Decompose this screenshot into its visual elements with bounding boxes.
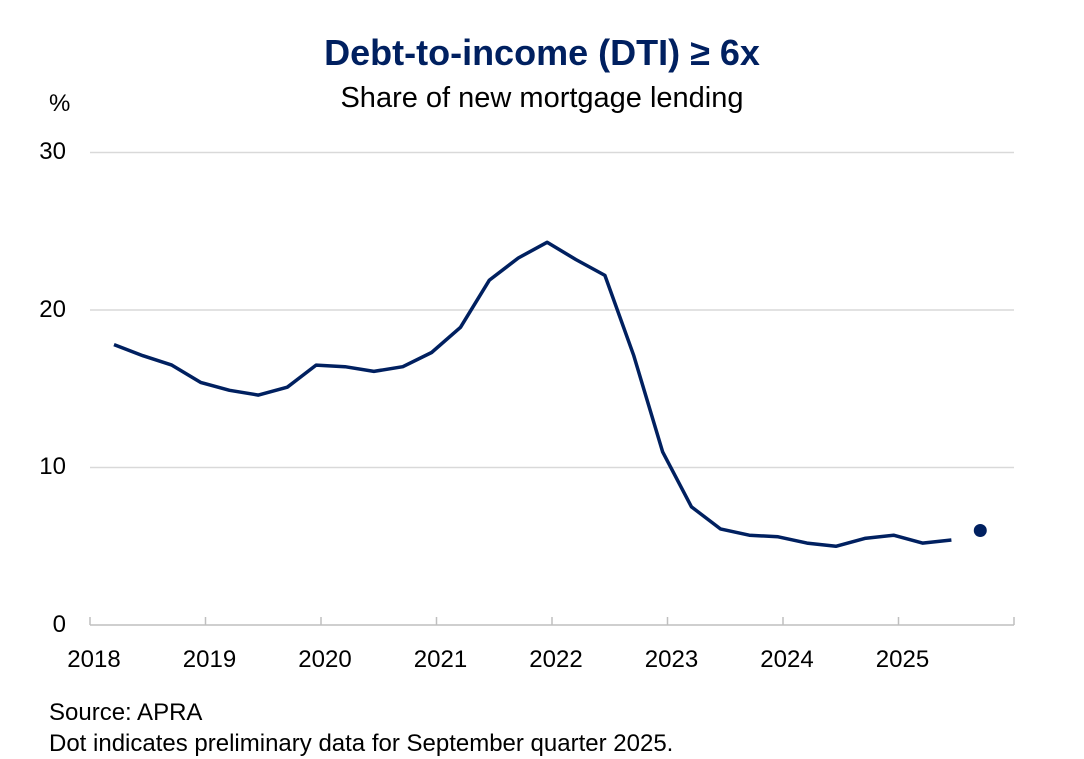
y-tick-label: 0 [52,611,66,638]
footnote: Dot indicates preliminary data for Septe… [49,730,674,757]
y-tick-label: 10 [39,453,66,480]
source-note: Source: APRA [49,699,203,726]
gridlines [90,151,1014,469]
x-tick-label: 2019 [182,646,237,673]
x-tick-label: 2022 [529,646,583,673]
x-axis [89,617,1015,626]
y-tick-label: 30 [39,138,66,165]
chart-title: Debt-to-income (DTI) ≥ 6x [324,32,760,73]
preliminary-data-dot [973,524,987,537]
x-tick-label: 2018 [67,646,121,673]
y-axis-unit: % [49,90,71,117]
x-tick-label: 2024 [760,646,814,673]
x-tick-label: 2023 [644,646,699,673]
x-tick-label: 2021 [413,646,468,673]
x-tick-label: 2025 [875,646,930,673]
y-tick-label: 20 [39,296,66,323]
chart-subtitle: Share of new mortgage lending [340,82,744,114]
preliminary-dot [973,524,987,537]
x-tick-label: 2020 [298,646,352,673]
data-line [113,240,952,549]
